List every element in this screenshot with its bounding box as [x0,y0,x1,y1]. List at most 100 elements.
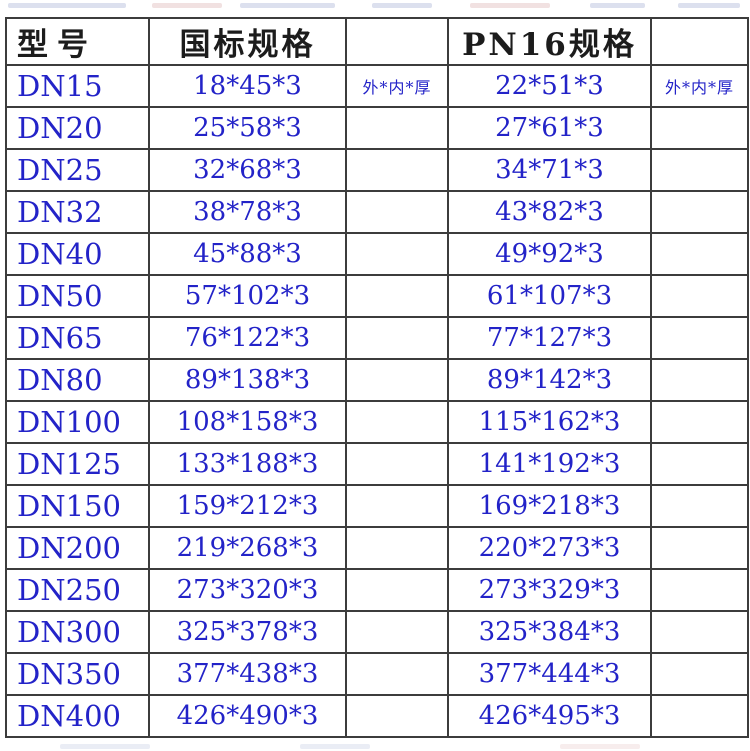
table-row: DN50 57*102*3 61*107*3 [5,274,749,318]
gb-spec-cell: 18*45*3 [148,64,347,108]
pn16-spec-cell: 426*495*3 [447,694,652,738]
pn16-unit-cell [650,358,749,402]
table-header-row: 型号 国标规格 PN16规格 [5,17,749,66]
gb-spec-cell: 159*212*3 [148,484,347,528]
gb-spec-cell: 219*268*3 [148,526,347,570]
pn16-spec-cell: 49*92*3 [447,232,652,276]
gb-spec-cell: 25*58*3 [148,106,347,150]
gb-spec-cell: 57*102*3 [148,274,347,318]
table-row: DN32 38*78*3 43*82*3 [5,190,749,234]
pn16-spec-cell: 77*127*3 [447,316,652,360]
gb-unit-cell [345,652,449,696]
gb-spec-cell: 377*438*3 [148,652,347,696]
top-jpeg-artifact-strip [0,2,750,10]
gb-unit-cell [345,106,449,150]
table-row: DN25 32*68*3 34*71*3 [5,148,749,192]
pn16-spec-cell: 27*61*3 [447,106,652,150]
header-pn16-spec: PN16规格 [447,17,652,66]
pn16-spec-cell: 169*218*3 [447,484,652,528]
pn16-spec-cell: 34*71*3 [447,148,652,192]
table-row: DN150 159*212*3 169*218*3 [5,484,749,528]
table-row: DN350 377*438*3 377*444*3 [5,652,749,696]
table-row: DN250 273*320*3 273*329*3 [5,568,749,612]
model-cell: DN15 [5,64,150,108]
table-body: DN15 18*45*3 外*内*厚 22*51*3 外*内*厚 DN20 25*58*3 2… [5,64,749,738]
header-model: 型号 [5,17,150,66]
table-row: DN80 89*138*3 89*142*3 [5,358,749,402]
model-cell: DN300 [5,610,150,654]
gb-unit-cell [345,694,449,738]
header-pn16-unit [650,17,749,66]
model-cell: DN350 [5,652,150,696]
table-row: DN15 18*45*3 外*内*厚 22*51*3 外*内*厚 [5,64,749,108]
pn16-spec-cell: 61*107*3 [447,274,652,318]
gb-unit-cell [345,274,449,318]
pn16-spec-cell: 141*192*3 [447,442,652,486]
gb-spec-cell: 89*138*3 [148,358,347,402]
model-cell: DN400 [5,694,150,738]
pn16-spec-cell: 220*273*3 [447,526,652,570]
gb-spec-cell: 38*78*3 [148,190,347,234]
gb-unit-cell [345,526,449,570]
pn16-unit-cell [650,106,749,150]
pn16-unit-cell [650,316,749,360]
pn16-unit-cell [650,484,749,528]
model-cell: DN32 [5,190,150,234]
gb-spec-cell: 76*122*3 [148,316,347,360]
pn16-unit-cell [650,400,749,444]
pipe-spec-table: 型号 国标规格 PN16规格 DN15 18*45*3 外*内*厚 22*51*3 外*… [5,17,749,738]
gb-unit-cell: 外*内*厚 [345,64,449,108]
model-cell: DN65 [5,316,150,360]
table-row: DN400 426*490*3 426*495*3 [5,694,749,738]
pn16-unit-cell: 外*内*厚 [650,64,749,108]
pn16-spec-cell: 325*384*3 [447,610,652,654]
table-row: DN200 219*268*3 220*273*3 [5,526,749,570]
gb-spec-cell: 32*68*3 [148,148,347,192]
model-cell: DN100 [5,400,150,444]
model-cell: DN20 [5,106,150,150]
pn16-unit-cell [650,148,749,192]
model-cell: DN25 [5,148,150,192]
pn16-unit-cell [650,442,749,486]
gb-unit-cell [345,190,449,234]
table-row: DN125 133*188*3 141*192*3 [5,442,749,486]
gb-spec-cell: 273*320*3 [148,568,347,612]
gb-unit-cell [345,484,449,528]
gb-spec-cell: 325*378*3 [148,610,347,654]
gb-unit-cell [345,442,449,486]
header-gb-spec: 国标规格 [148,17,347,66]
model-cell: DN250 [5,568,150,612]
table-row: DN65 76*122*3 77*127*3 [5,316,749,360]
model-cell: DN200 [5,526,150,570]
gb-unit-cell [345,148,449,192]
pn16-unit-cell [650,568,749,612]
pn16-unit-cell [650,274,749,318]
table-row: DN20 25*58*3 27*61*3 [5,106,749,150]
table-row: DN300 325*378*3 325*384*3 [5,610,749,654]
model-cell: DN150 [5,484,150,528]
table-row: DN40 45*88*3 49*92*3 [5,232,749,276]
gb-spec-cell: 108*158*3 [148,400,347,444]
pn16-unit-cell [650,610,749,654]
pn16-spec-cell: 273*329*3 [447,568,652,612]
table-row: DN100 108*158*3 115*162*3 [5,400,749,444]
pn16-unit-cell [650,652,749,696]
gb-spec-cell: 133*188*3 [148,442,347,486]
pn16-unit-cell [650,190,749,234]
pn16-spec-cell: 89*142*3 [447,358,652,402]
pn16-spec-cell: 43*82*3 [447,190,652,234]
model-cell: DN50 [5,274,150,318]
gb-unit-cell [345,400,449,444]
pn16-spec-cell: 22*51*3 [447,64,652,108]
gb-spec-cell: 426*490*3 [148,694,347,738]
pn16-unit-cell [650,694,749,738]
model-cell: DN80 [5,358,150,402]
model-cell: DN125 [5,442,150,486]
gb-unit-cell [345,610,449,654]
pn16-unit-cell [650,526,749,570]
pn16-spec-cell: 115*162*3 [447,400,652,444]
pn16-unit-cell [650,232,749,276]
gb-unit-cell [345,316,449,360]
gb-unit-cell [345,568,449,612]
model-cell: DN40 [5,232,150,276]
